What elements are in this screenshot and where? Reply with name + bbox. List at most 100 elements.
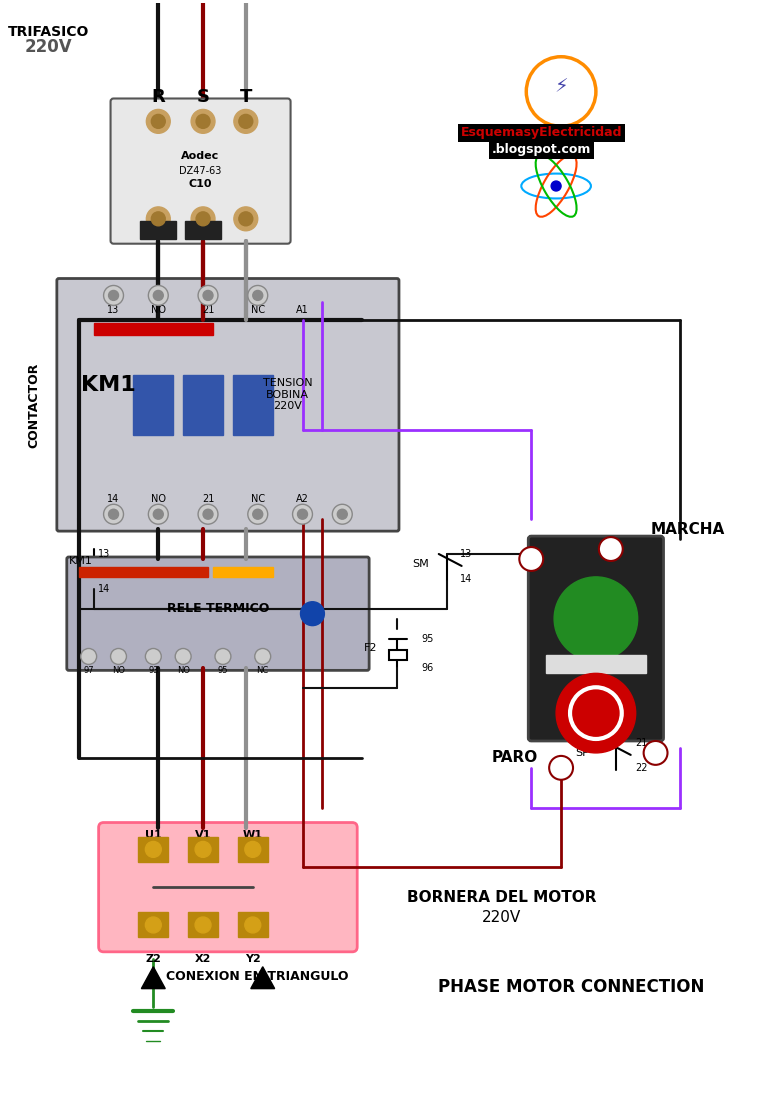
- Text: ⚡: ⚡: [554, 77, 568, 96]
- Circle shape: [154, 509, 163, 519]
- Text: 13: 13: [97, 549, 109, 559]
- Text: A2: A2: [296, 495, 309, 505]
- Text: 22: 22: [649, 747, 662, 757]
- Circle shape: [198, 505, 218, 525]
- Text: T: T: [239, 88, 252, 105]
- Circle shape: [253, 509, 263, 519]
- Text: S: S: [197, 88, 210, 105]
- Text: 21: 21: [202, 305, 214, 315]
- Bar: [79, 567, 208, 577]
- Text: 13: 13: [107, 305, 119, 315]
- Text: NC: NC: [251, 305, 264, 315]
- Text: NC: NC: [257, 665, 269, 675]
- Bar: [546, 655, 646, 673]
- Circle shape: [556, 673, 635, 753]
- Bar: [389, 651, 407, 661]
- Text: NO: NO: [176, 665, 190, 675]
- Circle shape: [103, 285, 123, 305]
- Circle shape: [147, 110, 170, 133]
- Text: MARCHA: MARCHA: [651, 521, 725, 537]
- Circle shape: [145, 842, 161, 857]
- Circle shape: [154, 291, 163, 301]
- FancyBboxPatch shape: [99, 823, 357, 952]
- Text: 14: 14: [97, 583, 109, 593]
- Circle shape: [147, 207, 170, 231]
- Circle shape: [145, 649, 161, 664]
- Circle shape: [110, 649, 126, 664]
- Bar: [185, 221, 221, 238]
- Text: F2: F2: [363, 643, 377, 653]
- Text: 96: 96: [422, 663, 434, 673]
- Text: R: R: [151, 88, 165, 105]
- Circle shape: [151, 212, 165, 226]
- Text: SP: SP: [575, 747, 589, 757]
- Text: PHASE MOTOR CONNECTION: PHASE MOTOR CONNECTION: [438, 978, 705, 996]
- Text: EsquemasyElectricidad: EsquemasyElectricidad: [461, 126, 622, 140]
- Text: 21: 21: [202, 495, 214, 505]
- Text: NO: NO: [112, 665, 125, 675]
- FancyBboxPatch shape: [57, 278, 399, 531]
- Text: DZ47-63: DZ47-63: [179, 166, 221, 176]
- Text: 93: 93: [148, 665, 159, 675]
- Text: KM1: KM1: [81, 375, 136, 395]
- Circle shape: [293, 505, 312, 525]
- Circle shape: [253, 291, 263, 301]
- Text: Y2: Y2: [245, 954, 261, 964]
- Circle shape: [103, 505, 123, 525]
- Circle shape: [191, 207, 215, 231]
- Text: RELE TERMICO: RELE TERMICO: [166, 602, 269, 615]
- Circle shape: [196, 114, 210, 129]
- Text: 13: 13: [460, 549, 472, 559]
- Polygon shape: [141, 967, 165, 988]
- Circle shape: [109, 291, 119, 301]
- Circle shape: [554, 577, 638, 661]
- Text: V1: V1: [195, 831, 211, 841]
- Bar: [238, 912, 268, 937]
- Text: NO: NO: [150, 305, 166, 315]
- Circle shape: [81, 649, 97, 664]
- Circle shape: [644, 741, 667, 765]
- Text: 97: 97: [84, 665, 94, 675]
- Bar: [238, 837, 268, 863]
- Text: 21: 21: [554, 763, 568, 773]
- Text: 95: 95: [217, 665, 228, 675]
- FancyBboxPatch shape: [110, 99, 290, 244]
- Text: NC: NC: [251, 495, 264, 505]
- Bar: [134, 375, 173, 435]
- Text: Z2: Z2: [145, 954, 161, 964]
- Circle shape: [300, 602, 325, 625]
- Text: 220V: 220V: [482, 909, 521, 925]
- Polygon shape: [251, 967, 274, 988]
- Circle shape: [239, 114, 253, 129]
- Text: Aodec: Aodec: [181, 151, 219, 161]
- Bar: [183, 375, 223, 435]
- Circle shape: [245, 842, 261, 857]
- Circle shape: [203, 291, 213, 301]
- Circle shape: [109, 509, 119, 519]
- Text: 14: 14: [604, 545, 618, 554]
- Circle shape: [215, 649, 231, 664]
- Circle shape: [198, 285, 218, 305]
- Circle shape: [148, 285, 168, 305]
- Bar: [233, 375, 273, 435]
- Circle shape: [203, 509, 213, 519]
- Circle shape: [551, 181, 561, 191]
- Bar: [213, 567, 273, 577]
- Circle shape: [599, 537, 622, 561]
- Text: NO: NO: [150, 495, 166, 505]
- Text: I: I: [591, 604, 601, 632]
- Circle shape: [234, 207, 258, 231]
- Bar: [138, 912, 168, 937]
- Text: 14: 14: [107, 495, 119, 505]
- Circle shape: [239, 212, 253, 226]
- Circle shape: [248, 285, 268, 305]
- Circle shape: [255, 649, 271, 664]
- Text: A1: A1: [296, 305, 309, 315]
- Text: .blogspot.com: .blogspot.com: [492, 143, 591, 156]
- Text: PARO: PARO: [492, 751, 538, 765]
- Circle shape: [332, 505, 352, 525]
- Text: 22: 22: [635, 763, 648, 773]
- Bar: [141, 221, 176, 238]
- Circle shape: [195, 917, 211, 933]
- Bar: [93, 323, 213, 335]
